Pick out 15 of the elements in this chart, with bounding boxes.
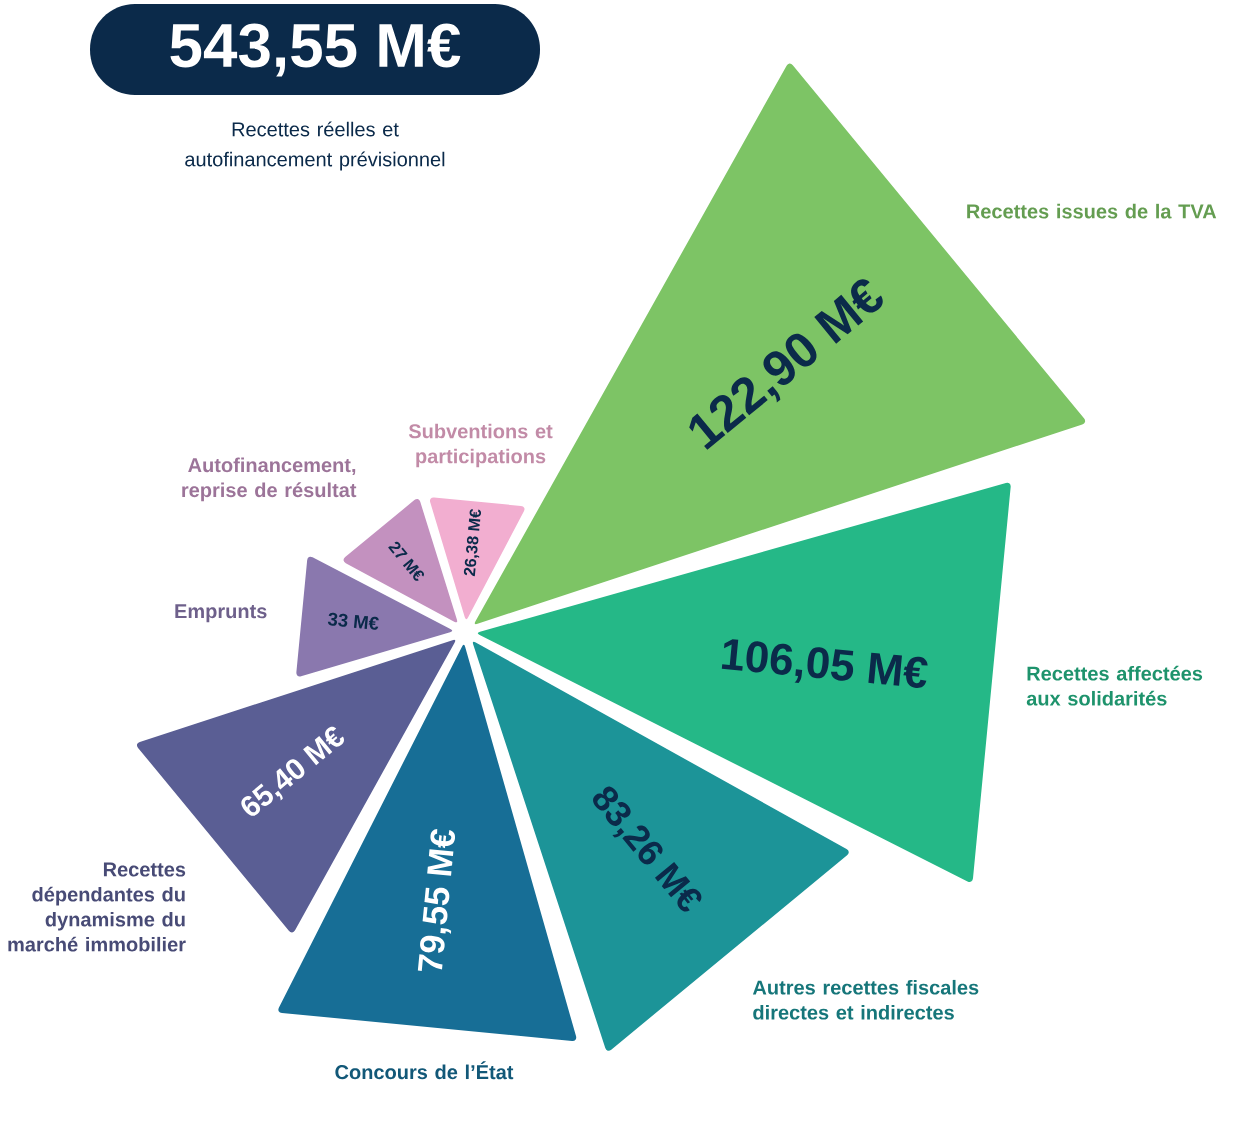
data-label: 26,38 M€ [463, 509, 482, 577]
text: Recettes réelles et autofinancement prévisionnel [185, 121, 445, 171]
data-label: 33 M€ [327, 612, 379, 630]
category-label: Concours de l’État [335, 1061, 514, 1080]
text: 543,55 M€ [170, 23, 461, 77]
category-label: Recettes affectées aux solidarités [1026, 665, 1203, 706]
category-label: Autofinancement, reprise de résultat [182, 457, 357, 502]
data-label: 27 M€ [388, 541, 425, 581]
category-label: Recettes dépendantes du dynamisme du marché immobilier [8, 862, 186, 952]
category-label: Autres recettes fiscales directes et indirectes [752, 979, 979, 1020]
category-label: Recettes issues de la TVA [967, 203, 1217, 219]
category-label: Emprunts [175, 604, 267, 623]
category-label: Subventions et participations [408, 423, 553, 468]
data-label: 79,55 M€ [417, 828, 456, 971]
data-label: 106,05 M€ [721, 639, 928, 688]
